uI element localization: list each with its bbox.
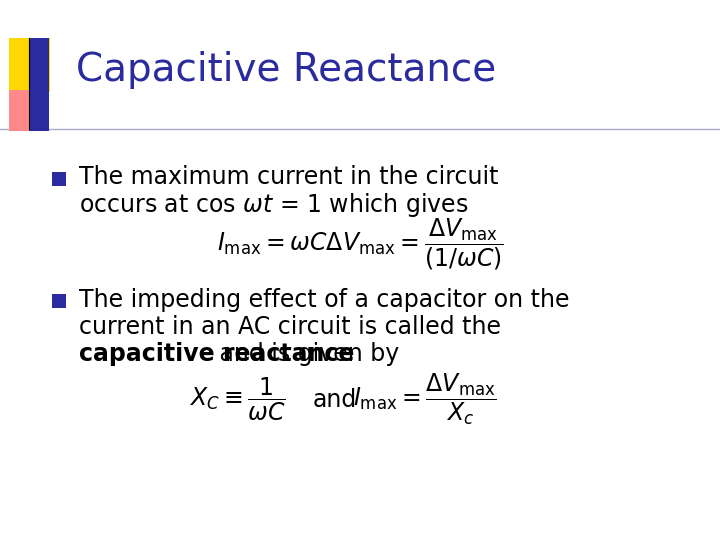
Bar [52,172,66,186]
Text: The impeding effect of a capacitor on the: The impeding effect of a capacitor on th… [79,288,570,312]
Text: occurs at cos $\omega t$ = 1 which gives: occurs at cos $\omega t$ = 1 which gives [79,191,469,219]
Text: current in an AC circuit is called the: current in an AC circuit is called the [79,315,501,339]
Text: $I_{\rm max} = \dfrac{\Delta V_{\rm max}}{X_c}$: $I_{\rm max} = \dfrac{\Delta V_{\rm max}… [353,372,497,428]
Text: $I_{\rm max} = \omega C \Delta V_{\rm max} = \dfrac{\Delta V_{\rm max}}{(1/\omeg: $I_{\rm max} = \omega C \Delta V_{\rm ma… [217,217,503,272]
Bar [9,38,50,92]
Bar [52,294,66,308]
Text: Capacitive Reactance: Capacitive Reactance [76,51,496,89]
Bar [9,90,37,131]
Text: and is given by: and is given by [212,342,399,366]
Bar [29,38,49,131]
Text: capacitive reactance: capacitive reactance [79,342,354,366]
Text: $X_C \equiv \dfrac{1}{\omega C}$: $X_C \equiv \dfrac{1}{\omega C}$ [189,376,286,423]
Text: and: and [312,388,357,411]
Text: The maximum current in the circuit: The maximum current in the circuit [79,165,499,189]
